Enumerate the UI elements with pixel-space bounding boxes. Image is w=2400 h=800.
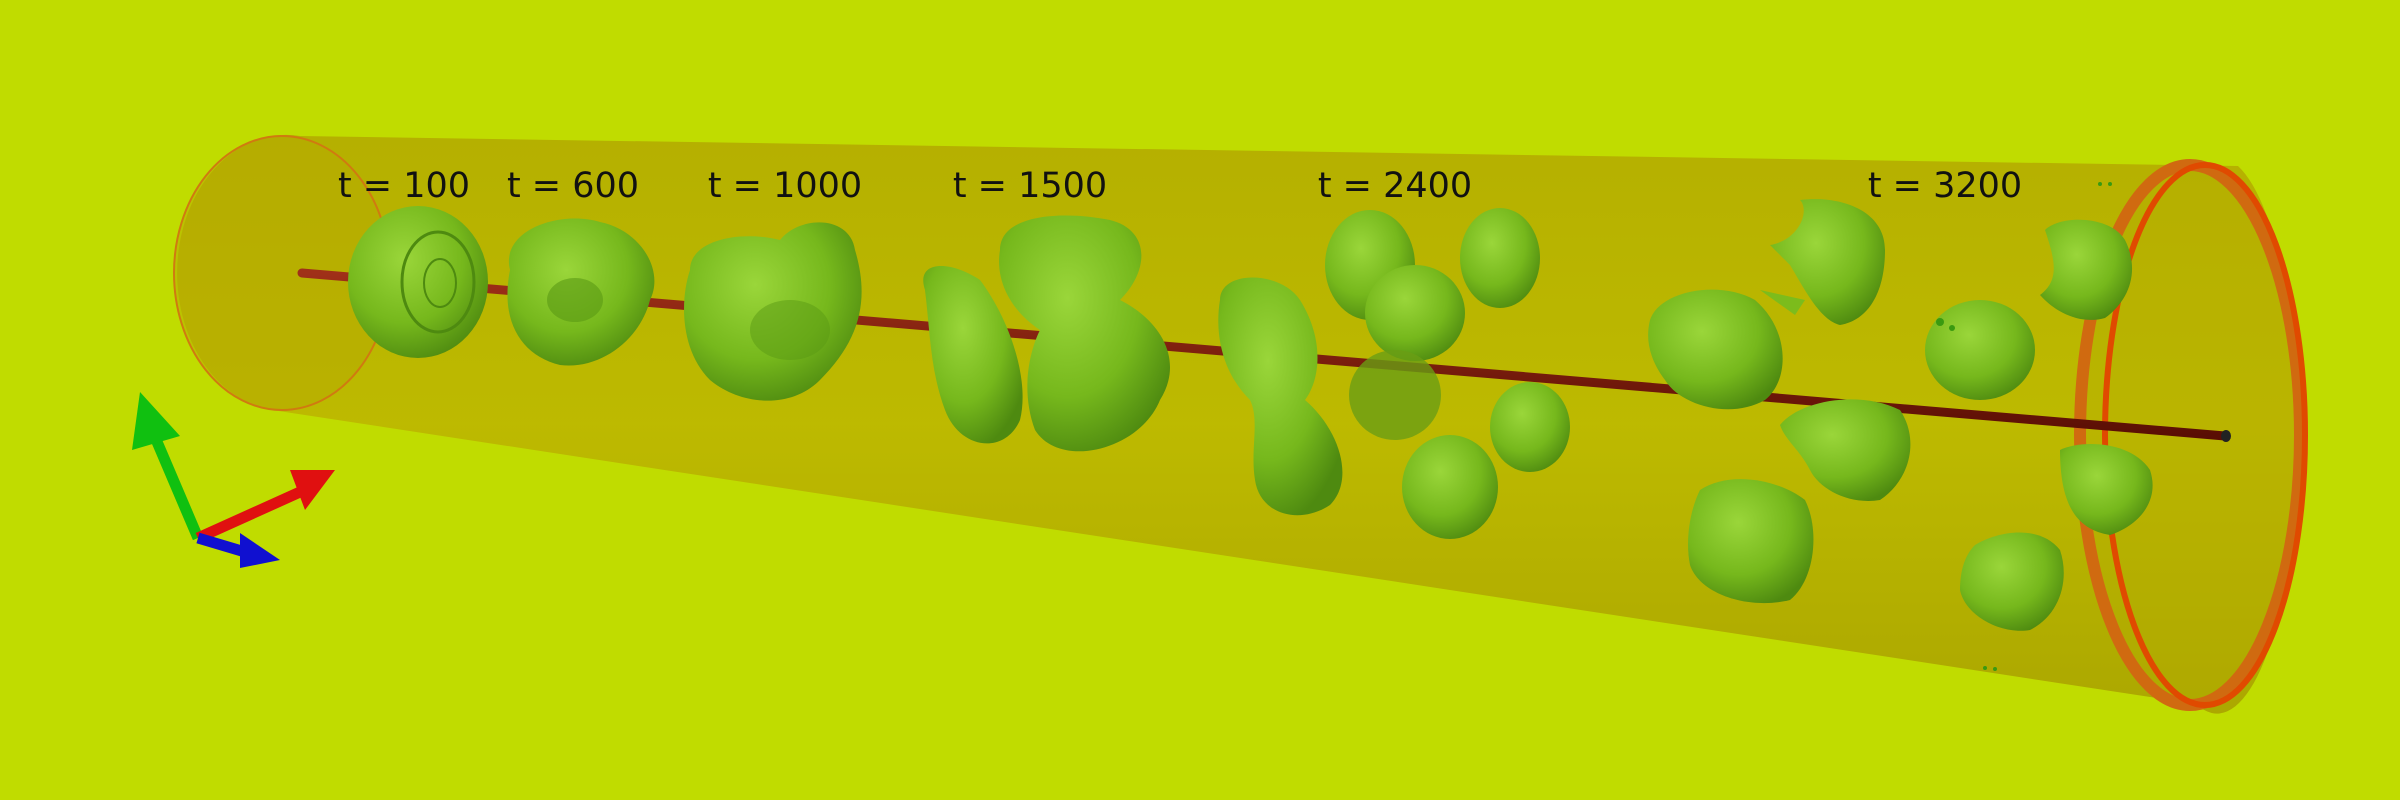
x-axis-arrow bbox=[195, 486, 303, 544]
tube-far-rim-orange bbox=[2102, 162, 2308, 708]
x-axis-arrowhead bbox=[290, 470, 335, 510]
structure-t1500 bbox=[923, 215, 1171, 452]
structure-t100 bbox=[348, 206, 488, 358]
structure-t3200 bbox=[1648, 182, 2153, 671]
time-label-1500: t = 1500 bbox=[952, 166, 1108, 206]
z-axis-arrowhead bbox=[240, 533, 280, 568]
time-label-3200: t = 3200 bbox=[1867, 166, 2023, 206]
time-label-600: t = 600 bbox=[506, 166, 640, 206]
tube-body bbox=[177, 134, 2298, 714]
y-axis-arrowhead bbox=[132, 392, 180, 450]
structure-t2400 bbox=[1218, 208, 1570, 539]
z-axis-arrow bbox=[196, 532, 247, 558]
y-axis-arrow bbox=[146, 427, 204, 541]
time-label-2400: t = 2400 bbox=[1317, 166, 1473, 206]
structure-t600 bbox=[507, 218, 655, 366]
time-label-100: t = 100 bbox=[337, 166, 471, 206]
structure-t1000 bbox=[684, 222, 862, 401]
time-label-1000: t = 1000 bbox=[707, 166, 863, 206]
axes-triad bbox=[132, 392, 335, 568]
rod-end-cap bbox=[2221, 430, 2231, 442]
